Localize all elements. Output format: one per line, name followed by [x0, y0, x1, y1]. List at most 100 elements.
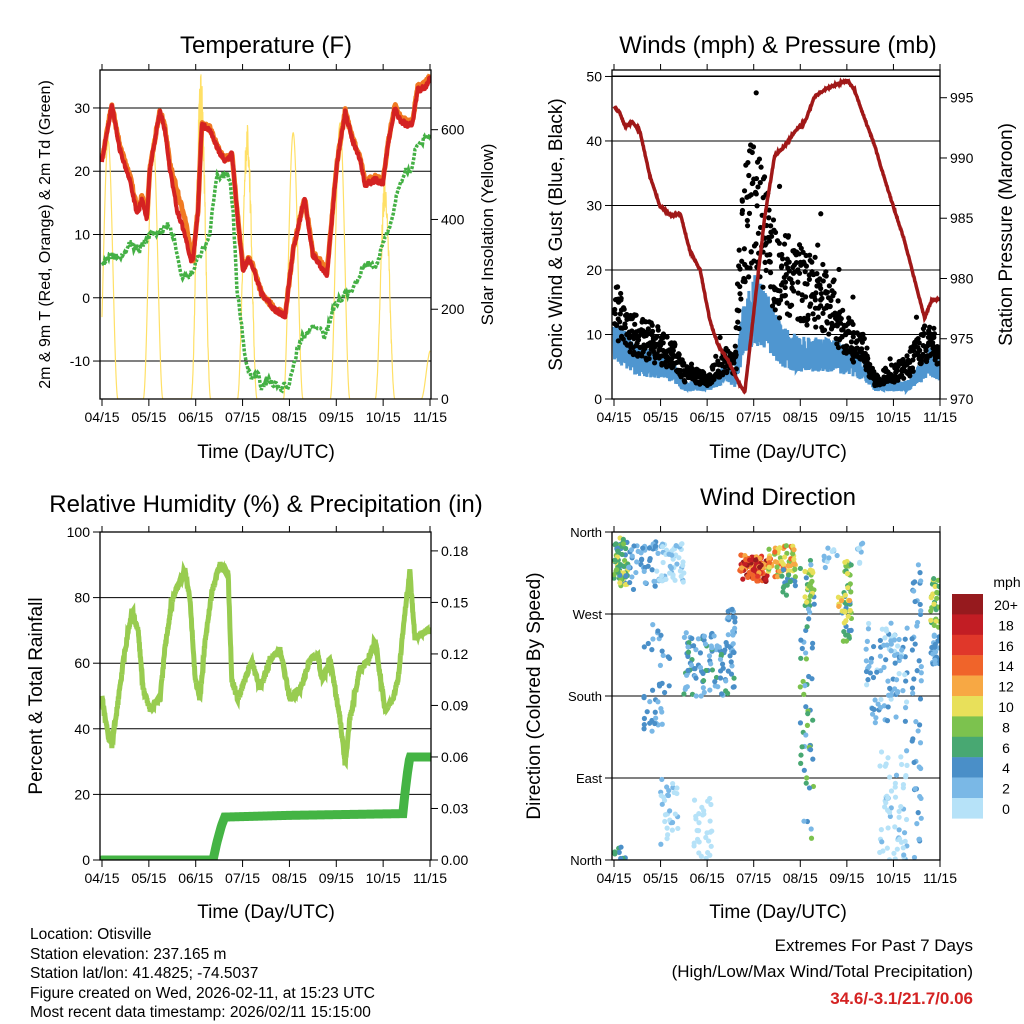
direction-point: [725, 668, 731, 674]
y-tick-label: East: [576, 771, 602, 786]
gust-point: [621, 306, 627, 312]
gust-point: [807, 252, 813, 258]
x-tick-label: 09/15: [829, 870, 864, 886]
direction-point: [712, 679, 718, 685]
gust-point: [632, 321, 638, 327]
direction-point: [918, 678, 924, 684]
extremes-title: Extremes For Past 7 Days: [775, 936, 973, 955]
gust-point: [618, 297, 624, 303]
direction-point: [931, 601, 937, 607]
gust-point: [836, 266, 842, 273]
legend-label: 6: [1002, 740, 1010, 756]
gust-point: [823, 269, 829, 275]
direction-point: [612, 557, 618, 563]
direction-point: [842, 592, 848, 598]
direction-point: [774, 564, 780, 570]
gust-point: [786, 312, 793, 318]
x-tick-label: 11/15: [923, 409, 957, 425]
direction-point: [747, 557, 753, 563]
direction-point: [918, 815, 924, 821]
gust-point: [910, 347, 916, 354]
direction-point: [864, 682, 870, 688]
direction-point: [792, 574, 798, 580]
gust-point: [660, 334, 666, 341]
direction-point: [904, 762, 910, 768]
gust-point: [916, 340, 922, 346]
direction-point: [932, 641, 938, 648]
direction-point: [705, 838, 712, 844]
direction-point: [900, 845, 906, 851]
gust-point: [783, 272, 789, 278]
direction-point: [635, 548, 641, 554]
direction-point: [910, 690, 916, 696]
gust-point: [745, 159, 751, 166]
direction-point: [918, 664, 924, 670]
gust-point: [672, 341, 678, 348]
gust-point: [795, 290, 801, 296]
direction-point: [681, 691, 687, 697]
y-tick-label: 40: [74, 721, 90, 737]
gust-point: [746, 210, 753, 216]
gust-point: [746, 274, 752, 280]
y-axis-label: Sonic Wind & Gust (Blue, Black): [546, 98, 567, 370]
direction-point: [674, 785, 680, 791]
direction-point: [646, 545, 653, 551]
direction-point: [900, 785, 906, 791]
gust-point: [762, 259, 768, 266]
direction-point: [709, 667, 715, 673]
direction-point: [934, 589, 940, 596]
y-axis-label-right: Station Pressure (Maroon): [996, 123, 1017, 346]
gust-point: [615, 338, 621, 344]
direction-point: [914, 668, 920, 674]
direction-point: [700, 812, 706, 818]
direction-point: [697, 664, 704, 671]
x-tick-label: 04/15: [596, 409, 631, 425]
y-right-tick-label: 0.03: [441, 800, 468, 816]
gust-point: [654, 333, 660, 340]
direction-point: [673, 543, 679, 549]
direction-point: [896, 671, 902, 677]
direction-point: [628, 547, 635, 553]
direction-point: [918, 608, 924, 614]
gust-point: [796, 251, 802, 257]
gust-point: [935, 360, 940, 367]
direction-point: [711, 633, 717, 639]
direction-point: [670, 574, 676, 580]
direction-point: [894, 846, 900, 852]
y-tick-label: 60: [74, 655, 90, 671]
y-tick-label: West: [573, 607, 603, 622]
gust-point: [756, 156, 763, 162]
direction-point: [866, 620, 872, 627]
direction-point: [717, 656, 724, 662]
direction-point: [731, 684, 737, 690]
direction-point: [627, 579, 633, 586]
direction-point: [642, 564, 648, 571]
gust-point: [804, 322, 810, 328]
direction-point: [649, 567, 655, 573]
direction-point: [757, 555, 763, 561]
direction-point: [936, 660, 940, 667]
gust-point: [645, 326, 651, 332]
gust-point: [815, 314, 821, 320]
direction-point: [660, 652, 666, 659]
direction-point: [829, 548, 835, 555]
gust-point: [739, 198, 745, 204]
y-tick-label: 80: [74, 590, 90, 606]
direction-point: [888, 648, 894, 654]
direction-point: [644, 709, 650, 715]
direction-point: [728, 659, 734, 665]
direction-point: [895, 688, 901, 695]
direction-point: [835, 594, 842, 600]
direction-point: [791, 556, 797, 562]
gust-point: [805, 312, 811, 318]
gust-point: [850, 334, 856, 340]
direction-point: [666, 683, 672, 689]
direction-point: [877, 763, 883, 769]
gust-point: [724, 368, 730, 374]
gust-point: [784, 300, 790, 306]
direction-point: [652, 583, 658, 589]
direction-point: [886, 857, 893, 860]
legend-label: 2: [1002, 781, 1010, 797]
gust-point: [618, 290, 624, 297]
